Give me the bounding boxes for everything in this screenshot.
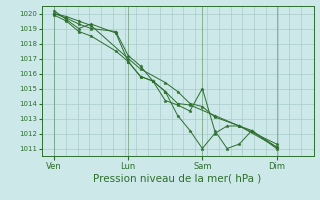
X-axis label: Pression niveau de la mer( hPa ): Pression niveau de la mer( hPa ) (93, 173, 262, 183)
